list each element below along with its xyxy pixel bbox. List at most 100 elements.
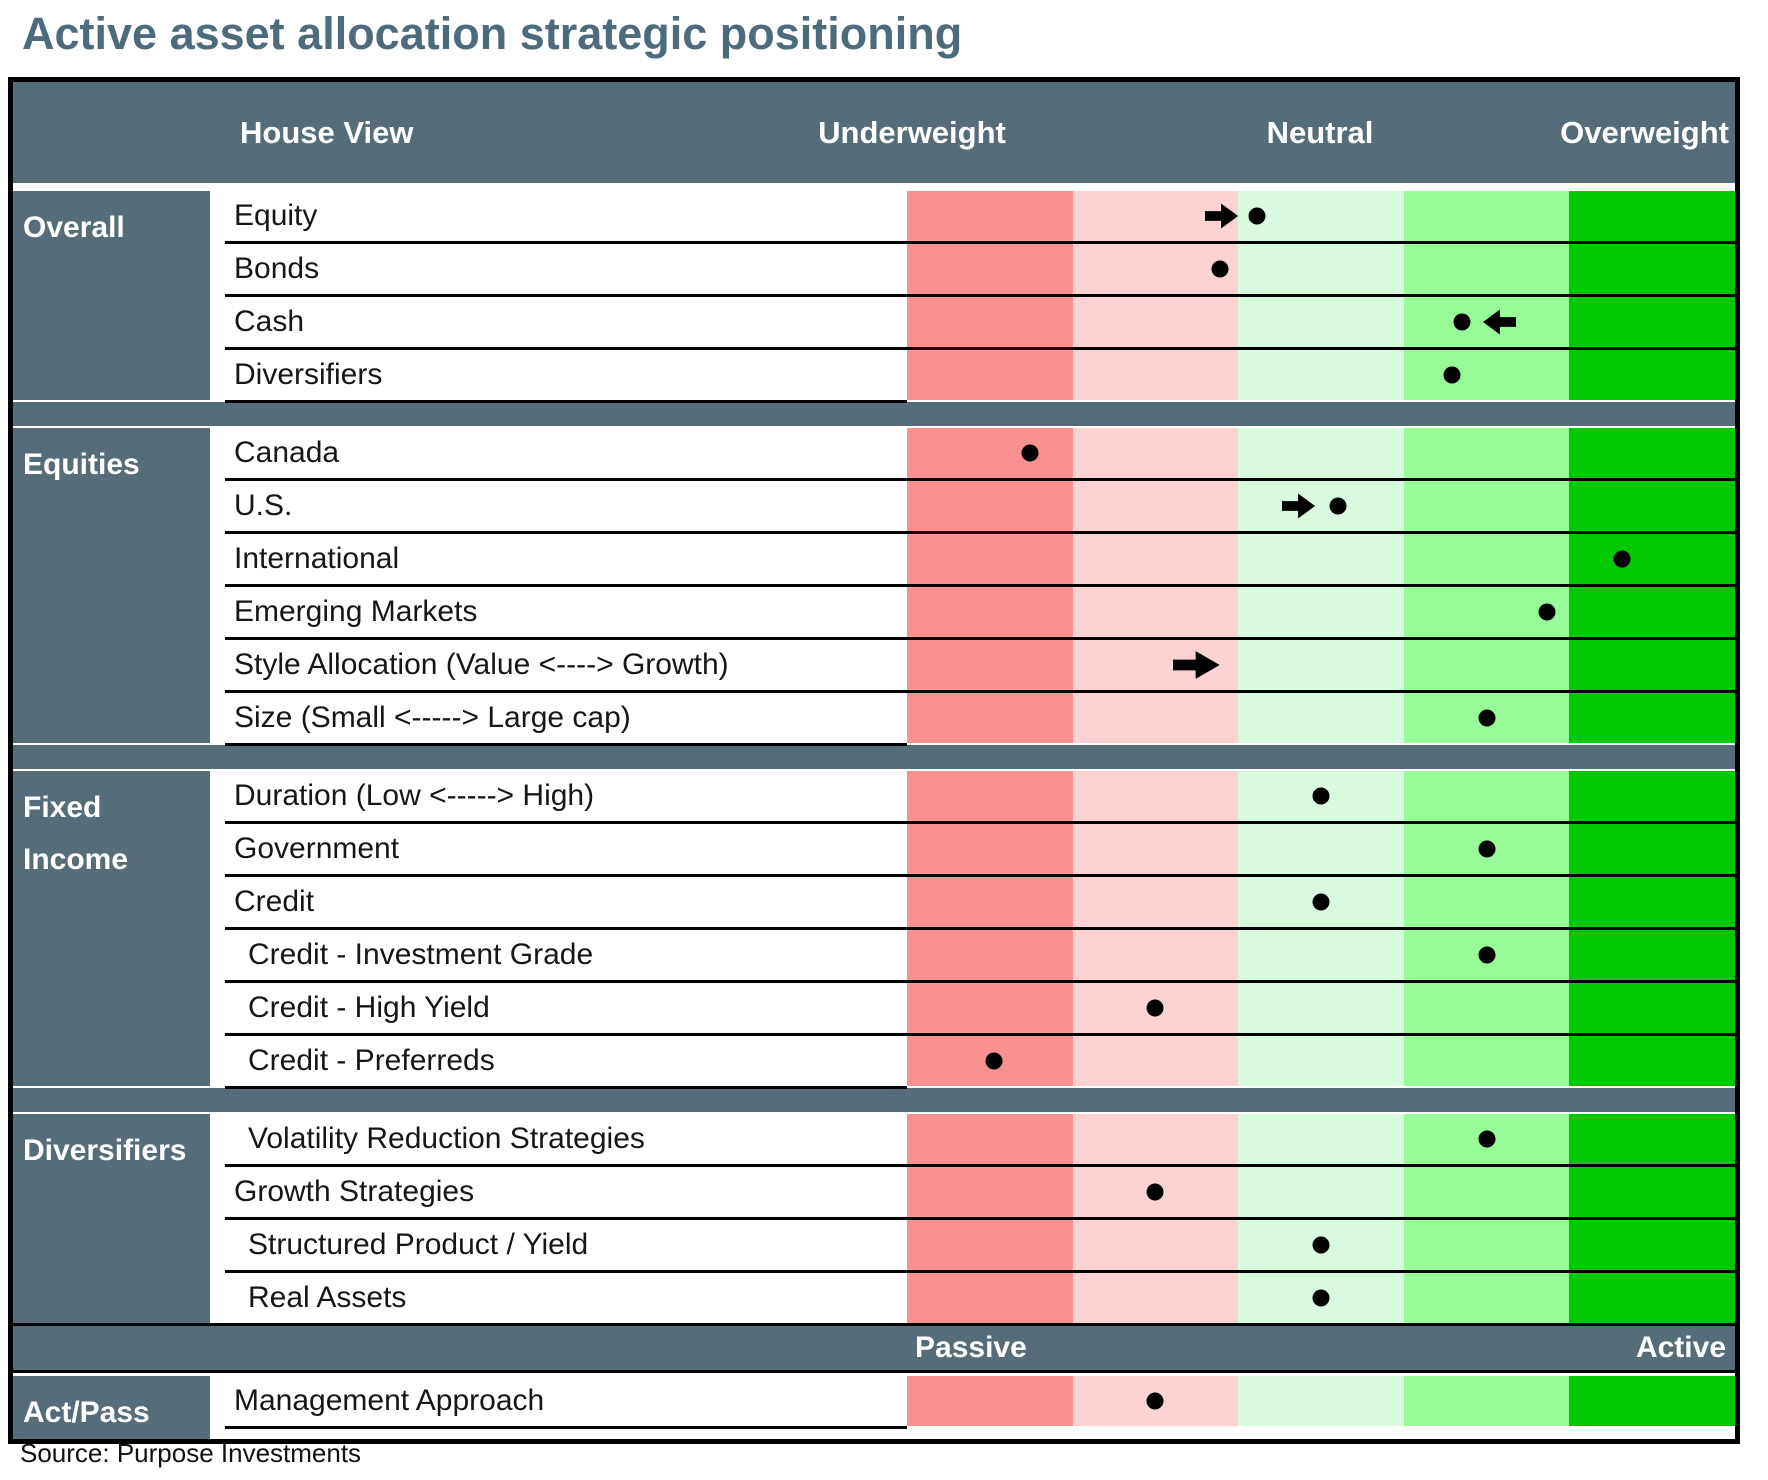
- band-cell-1: [907, 297, 1073, 347]
- band-cell-5: [1569, 930, 1735, 980]
- table-row: Credit: [225, 877, 1735, 930]
- position-dot: [1146, 1183, 1164, 1201]
- band-cell-4: [1403, 983, 1570, 1033]
- band-cell-3: [1238, 244, 1404, 294]
- band-cell-2: [1072, 1273, 1239, 1323]
- table-row: Credit - Preferreds: [225, 1036, 1735, 1086]
- band-cell-3: [1238, 1167, 1404, 1217]
- table-row: Growth Strategies: [225, 1167, 1735, 1220]
- band-cell-5: [1569, 693, 1735, 743]
- position-dot: [1312, 1236, 1330, 1254]
- row-label: International: [225, 534, 907, 584]
- table-row: International: [225, 534, 1735, 587]
- band-cell-5: [1569, 1220, 1735, 1270]
- band-cell-3: [1238, 428, 1404, 478]
- band-cell-2: [1072, 297, 1239, 347]
- scale-bands: [907, 983, 1735, 1033]
- position-dot: [1478, 1130, 1496, 1148]
- positioning-table: House View Underweight Neutral Overweigh…: [8, 77, 1740, 1444]
- scale-bands: [907, 693, 1735, 743]
- band-cell-1: [907, 350, 1073, 400]
- position-dot: [1329, 497, 1347, 515]
- trend-arrow-right-icon: [1204, 203, 1239, 230]
- band-cell-4: [1403, 1273, 1570, 1323]
- band-cell-4: [1403, 428, 1570, 478]
- band-cell-5: [1569, 481, 1735, 531]
- band-cell-1: [907, 983, 1073, 1033]
- band-cell-3: [1238, 693, 1404, 743]
- row-label: Canada: [225, 428, 907, 478]
- band-cell-4: [1403, 1376, 1570, 1426]
- position-dot: [985, 1052, 1003, 1070]
- section-gap-column: [210, 428, 225, 743]
- scale-bands: [907, 930, 1735, 980]
- row-label: Size (Small <-----> Large cap): [225, 693, 907, 743]
- passive-active-band: Passive Active: [13, 1323, 1735, 1373]
- table-row: Volatility Reduction Strategies: [225, 1114, 1735, 1167]
- scale-bands: [907, 534, 1735, 584]
- band-cell-3: [1238, 640, 1404, 690]
- section-label: Fixed Income: [13, 771, 210, 1086]
- table-header-row: House View Underweight Neutral Overweigh…: [13, 82, 1735, 183]
- active-label: Active: [1635, 1331, 1726, 1364]
- band-cell-5: [1569, 1036, 1735, 1086]
- row-label: Emerging Markets: [225, 587, 907, 637]
- section: Act/Pass Management Approach: [13, 1376, 1735, 1439]
- band-cell-3: [1238, 297, 1404, 347]
- band-cell-3: [1238, 481, 1404, 531]
- row-label: Duration (Low <-----> High): [225, 771, 907, 821]
- row-label: Volatility Reduction Strategies: [225, 1114, 907, 1164]
- band-cell-3: [1238, 534, 1404, 584]
- row-label: Credit: [225, 877, 907, 927]
- section-divider: [13, 745, 1735, 769]
- section-gap-column: [210, 771, 225, 1086]
- table-row: Structured Product / Yield: [225, 1220, 1735, 1273]
- scale-bands: [907, 824, 1735, 874]
- section: Overall Equity Bonds Cash Diversifiers: [13, 191, 1735, 400]
- row-label: Cash: [225, 297, 907, 347]
- header-gap: [13, 183, 1735, 191]
- band-cell-2: [1072, 1036, 1239, 1086]
- band-cell-1: [907, 1167, 1073, 1217]
- row-label: Credit - High Yield: [225, 983, 907, 1033]
- band-cell-1: [907, 824, 1073, 874]
- scale-bands: [907, 1273, 1735, 1323]
- scale-bands: [907, 771, 1735, 821]
- scale-bands: [907, 1167, 1735, 1217]
- scale-bands: [907, 1036, 1735, 1086]
- section-rows: Management Approach: [225, 1376, 1735, 1439]
- section-gap-column: [210, 1376, 225, 1439]
- section-gap-column: [210, 191, 225, 400]
- section: Equities Canada U.S. International Emerging …: [13, 428, 1735, 743]
- band-cell-2: [1072, 534, 1239, 584]
- position-dot: [1021, 444, 1039, 462]
- band-cell-5: [1569, 1376, 1735, 1426]
- table-row: Credit - Investment Grade: [225, 930, 1735, 983]
- band-cell-2: [1072, 481, 1239, 531]
- section-rows: Duration (Low <-----> High) Government Cre…: [225, 771, 1735, 1086]
- band-cell-2: [1072, 930, 1239, 980]
- header-overweight: Overweight: [1560, 114, 1729, 150]
- position-dot: [1478, 709, 1496, 727]
- row-label: Real Assets: [225, 1273, 907, 1323]
- table-row: Canada: [225, 428, 1735, 481]
- position-dot: [1478, 946, 1496, 964]
- band-cell-4: [1403, 534, 1570, 584]
- band-cell-1: [907, 771, 1073, 821]
- band-cell-1: [907, 930, 1073, 980]
- position-dot: [1453, 313, 1471, 331]
- row-label: Bonds: [225, 244, 907, 294]
- table-row: Diversifiers: [225, 350, 1735, 400]
- band-cell-5: [1569, 350, 1735, 400]
- header-neutral: Neutral: [1266, 114, 1374, 150]
- row-label: Government: [225, 824, 907, 874]
- act-pass-section-holder: Act/Pass Management Approach: [13, 1376, 1735, 1439]
- band-cell-4: [1403, 481, 1570, 531]
- band-cell-5: [1569, 1273, 1735, 1323]
- row-label: Style Allocation (Value <----> Growth): [225, 640, 907, 690]
- band-cell-5: [1569, 983, 1735, 1033]
- band-cell-3: [1238, 191, 1404, 241]
- section-label: Act/Pass: [13, 1376, 210, 1439]
- band-cell-2: [1072, 824, 1239, 874]
